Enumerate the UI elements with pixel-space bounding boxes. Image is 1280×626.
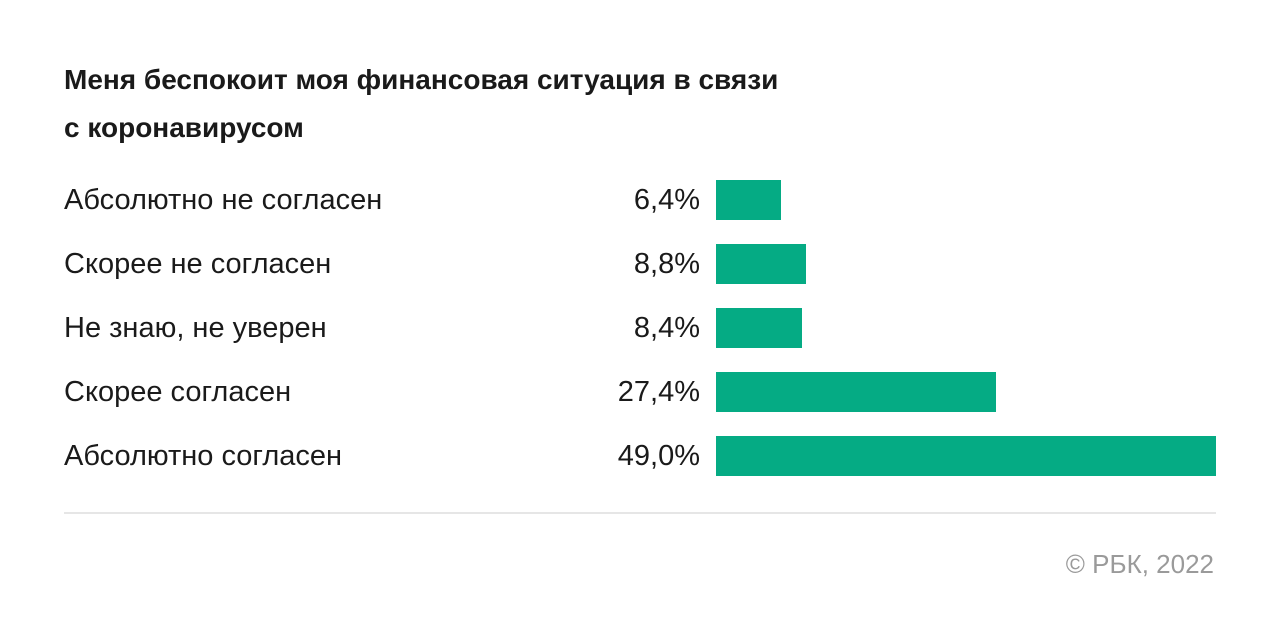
value-label: 6,4% — [633, 184, 700, 216]
bar — [716, 436, 1216, 476]
value-label: 8,4% — [633, 312, 700, 344]
value-label: 8,8% — [633, 248, 700, 280]
category-label: Не знаю, не уверен — [64, 312, 327, 344]
divider — [64, 512, 1216, 514]
value-label: 27,4% — [617, 376, 700, 408]
value-label: 49,0% — [617, 440, 700, 472]
bar — [716, 372, 996, 412]
source: © РБК, 2022 — [1065, 549, 1214, 579]
category-label: Скорее согласен — [64, 376, 292, 408]
category-label: Скорее не согласен — [64, 248, 332, 280]
bar — [716, 308, 802, 348]
chart-title: Меня беспокоит моя финансовая ситуация в… — [64, 64, 779, 143]
bar — [716, 244, 806, 284]
bar — [716, 180, 782, 220]
category-label: Абсолютно согласен — [64, 440, 343, 472]
category-label: Абсолютно не согласен — [64, 184, 383, 216]
